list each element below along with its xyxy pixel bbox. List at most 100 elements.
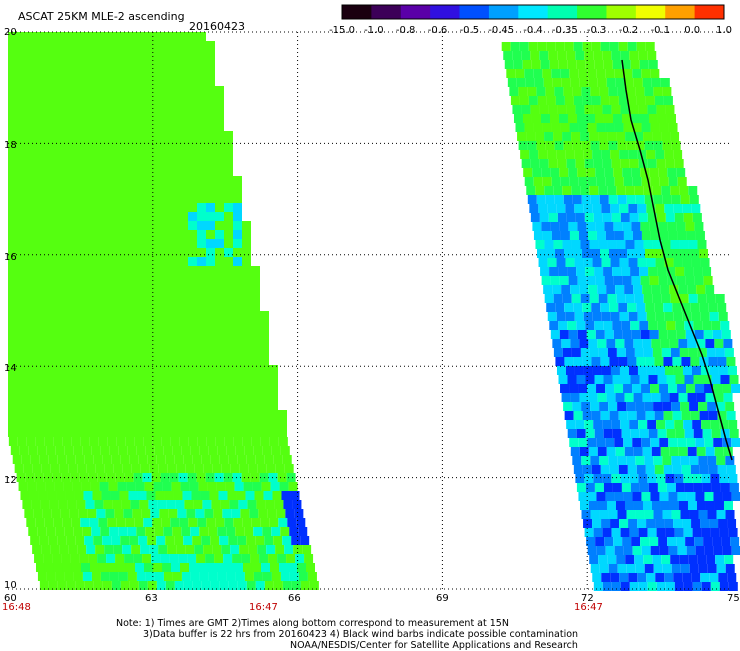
swath-cell bbox=[134, 275, 143, 284]
swath-cell bbox=[691, 312, 701, 321]
swath-cell bbox=[134, 77, 143, 86]
swath-cell bbox=[44, 338, 53, 347]
swath-cell bbox=[116, 167, 125, 176]
swath-cell bbox=[53, 383, 62, 392]
swath-cell bbox=[35, 383, 44, 392]
swath-cell bbox=[682, 573, 692, 582]
swath-cell bbox=[608, 456, 618, 465]
swath-cell bbox=[606, 447, 616, 456]
swath-cell bbox=[179, 59, 188, 68]
swath-cell bbox=[98, 563, 108, 572]
swath-cell bbox=[8, 392, 17, 401]
swath-cell bbox=[603, 483, 613, 492]
swath-cell bbox=[718, 573, 728, 582]
y-tick-12: 12 bbox=[4, 475, 17, 486]
swath-cell bbox=[62, 167, 71, 176]
swath-cell bbox=[71, 383, 80, 392]
swath-cell bbox=[108, 482, 118, 491]
swath-cell bbox=[524, 69, 534, 78]
swath-cell bbox=[716, 510, 726, 519]
swath-cell bbox=[558, 375, 568, 384]
swath-cell bbox=[17, 284, 26, 293]
swath-cell bbox=[201, 581, 211, 590]
swath-cell bbox=[246, 536, 256, 545]
swath-cell bbox=[80, 167, 89, 176]
swath-cell bbox=[35, 149, 44, 158]
swath-cell bbox=[611, 213, 621, 222]
swath-cell bbox=[80, 374, 89, 383]
swath-cell bbox=[170, 302, 179, 311]
swath-cell bbox=[649, 330, 659, 339]
swath-cell bbox=[607, 555, 617, 564]
swath-cell bbox=[556, 258, 566, 267]
swath-cell bbox=[179, 374, 188, 383]
swath-cell bbox=[521, 159, 531, 168]
swath-cell bbox=[715, 294, 725, 303]
swath-cell bbox=[242, 293, 251, 302]
swath-cell bbox=[587, 231, 597, 240]
swath-cell bbox=[553, 348, 563, 357]
swath-cell bbox=[642, 501, 652, 510]
swath-cell bbox=[633, 393, 643, 402]
swath-cell bbox=[8, 329, 17, 338]
swath-cell bbox=[17, 68, 26, 77]
swath-cell bbox=[26, 401, 35, 410]
swath-cell bbox=[233, 365, 242, 374]
swath-cell bbox=[280, 572, 290, 581]
swath-cell bbox=[125, 257, 134, 266]
swath-cell bbox=[179, 221, 188, 230]
swath-cell bbox=[545, 195, 555, 204]
swath-cell bbox=[696, 501, 706, 510]
swath-cell bbox=[71, 347, 80, 356]
swath-cell bbox=[116, 239, 125, 248]
swath-cell bbox=[595, 222, 605, 231]
swath-cell bbox=[683, 474, 693, 483]
swath-cell bbox=[26, 131, 35, 140]
swath-cell bbox=[143, 428, 152, 437]
swath-cell bbox=[697, 240, 707, 249]
swath-cell bbox=[723, 501, 733, 510]
swath-cell bbox=[134, 194, 143, 203]
swath-cell bbox=[691, 519, 701, 528]
swath-cell bbox=[722, 384, 732, 393]
swath-cell bbox=[233, 518, 243, 527]
swath-cell bbox=[633, 78, 643, 87]
swath-cell bbox=[233, 194, 242, 203]
swath-cell bbox=[605, 546, 615, 555]
swath-cell bbox=[44, 221, 53, 230]
swath-cell bbox=[654, 465, 664, 474]
swath-cell bbox=[728, 474, 738, 483]
swath-cell bbox=[26, 410, 35, 419]
swath-cell bbox=[705, 285, 715, 294]
swath-cell bbox=[600, 411, 610, 420]
swath-cell bbox=[705, 339, 715, 348]
swath-cell bbox=[622, 168, 632, 177]
swath-cell bbox=[638, 420, 648, 429]
swath-cell bbox=[170, 275, 179, 284]
swath-cell bbox=[17, 77, 26, 86]
swath-cell bbox=[188, 356, 197, 365]
swath-cell bbox=[170, 149, 179, 158]
swath-cell bbox=[152, 113, 161, 122]
swath-cell bbox=[159, 509, 169, 518]
swath-cell bbox=[242, 221, 251, 230]
swath-cell bbox=[35, 104, 44, 113]
swath-cell bbox=[17, 32, 26, 41]
swath-cell bbox=[165, 536, 175, 545]
swath-cell bbox=[35, 185, 44, 194]
swath-cell bbox=[712, 330, 722, 339]
swath-cell bbox=[120, 536, 130, 545]
swath-cell bbox=[698, 510, 708, 519]
swath-cell bbox=[161, 401, 170, 410]
swath-cell bbox=[287, 518, 297, 527]
swath-cell bbox=[707, 564, 717, 573]
swath-cell bbox=[567, 60, 577, 69]
swath-cell bbox=[89, 428, 98, 437]
swath-cell bbox=[77, 545, 87, 554]
swath-cell bbox=[548, 213, 558, 222]
swath-cell bbox=[674, 420, 684, 429]
swath-cell bbox=[504, 60, 514, 69]
swath-cell bbox=[107, 230, 116, 239]
swath-cell bbox=[17, 275, 26, 284]
swath-cell bbox=[197, 140, 206, 149]
